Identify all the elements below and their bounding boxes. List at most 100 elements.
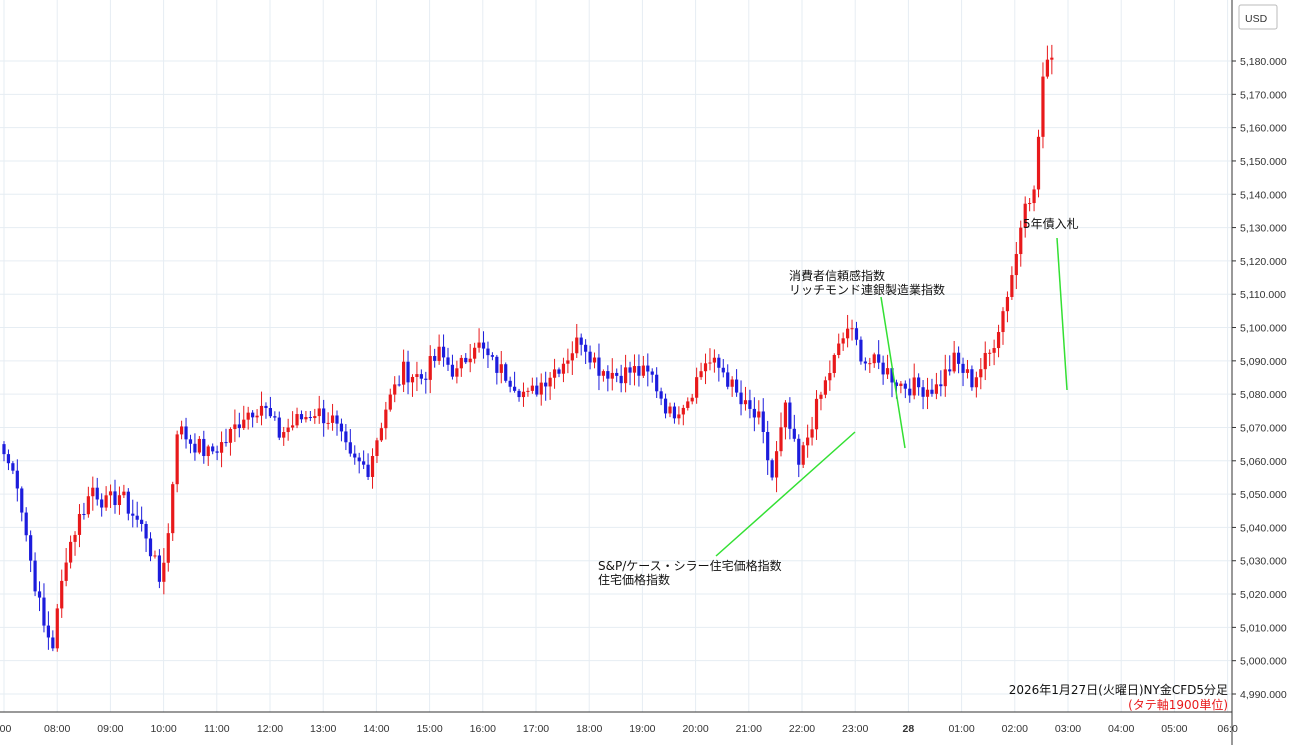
candle-body [504,364,508,381]
candle-body [828,373,832,381]
candle-body [1045,59,1049,77]
candle-body [650,371,654,375]
currency-label: USD [1245,13,1268,25]
candle-body [15,470,19,489]
candle-body [788,402,792,429]
candle-body [659,391,663,399]
candle-body [304,417,308,420]
candle-body [228,428,233,443]
x-tick-label: 21:00 [736,723,762,735]
y-tick-label: 5,040.000 [1240,522,1287,534]
candle-body [286,427,290,433]
candle-body [308,417,312,419]
candle-body [615,372,619,376]
candle-body [95,487,99,500]
x-tick-label: 19:00 [629,723,655,735]
candle-body [641,365,645,376]
candle-body [561,363,566,374]
candle-body [277,417,281,438]
candle-body [379,428,383,441]
candle-body [513,386,517,391]
time-axis: :00 08:00 09:00 10:00 11:00 12:00 13:00 14:00 15… [0,723,1238,735]
candle-body [810,429,814,438]
candle-body [859,339,863,362]
candle-body [299,414,304,420]
candle-body [424,378,428,380]
candle-body [774,451,779,478]
candle-body [428,356,432,380]
candle-body [575,337,579,354]
candle-body [628,367,632,373]
candle-body [104,495,108,508]
candle-body [1032,189,1036,204]
candle-body [930,389,934,394]
candle-body [46,625,50,638]
x-tick-label: 05:00 [1161,723,1187,735]
candle-body [903,383,907,389]
candle-body [757,411,761,418]
candle-body [624,367,628,384]
candle-body [739,392,743,405]
candle-body [251,412,255,418]
candle-body [721,367,725,373]
candle-body [508,380,512,387]
x-tick-label: 03:00 [1055,723,1081,735]
annotation-label: 住宅価格指数 [598,572,670,587]
candle-body [535,385,539,395]
candle-body [663,398,668,414]
candle-body [2,444,6,455]
candle-body [322,408,326,424]
candle-body [708,362,712,364]
candle-body [406,361,410,383]
annotation-line [715,431,856,557]
candle-body [291,425,295,428]
candle-body [544,382,548,387]
candle-body [681,407,685,415]
candle-body [11,463,15,471]
candle-body [952,352,956,372]
candle-body [282,432,286,438]
y-tick-label: 5,110.000 [1240,289,1286,301]
candle-body [197,438,201,453]
candle-body [108,491,113,496]
candle-body [335,415,339,424]
candle-body [894,382,899,386]
x-tick-label: 17:00 [523,723,549,735]
candle-body [348,442,352,454]
candle-body [566,360,570,364]
candle-body [592,357,597,363]
candle-body [655,374,659,392]
candle-body [86,496,90,515]
candle-body [1010,275,1014,297]
candle-body [970,369,974,388]
candle-body [1041,76,1045,137]
candle-body [317,408,321,417]
annotation-labels: S&P/ケース・シラー住宅価格指数 住宅価格指数 消費者信頼感指数 リッチモンド… [598,216,1079,587]
candle-body [202,438,206,457]
candle-body [779,427,783,452]
candle-body [393,384,397,395]
candle-body [175,434,179,485]
candle-body [219,442,224,453]
candle-body [539,382,543,395]
candle-body [872,354,876,364]
candle-body [433,356,437,361]
candle-body [29,535,33,561]
candle-body [637,366,641,376]
x-tick-label: 02:00 [1002,723,1028,735]
candle-body [397,384,401,386]
y-tick-label: 5,090.000 [1240,356,1287,368]
y-tick-label: 5,080.000 [1240,389,1287,401]
annotation-label: S&P/ケース・シラー住宅価格指数 [598,558,782,573]
candle-body [388,394,392,410]
candle-body [370,455,375,477]
x-tick-label: 01:00 [948,723,974,735]
candle-body [499,364,503,373]
candle-body [646,365,650,372]
x-tick-label: 16:00 [470,723,496,735]
candle-body [330,415,335,423]
candle-body [854,328,859,340]
candle-body [326,422,330,424]
candle-body [64,562,68,581]
candle-body [686,401,690,408]
